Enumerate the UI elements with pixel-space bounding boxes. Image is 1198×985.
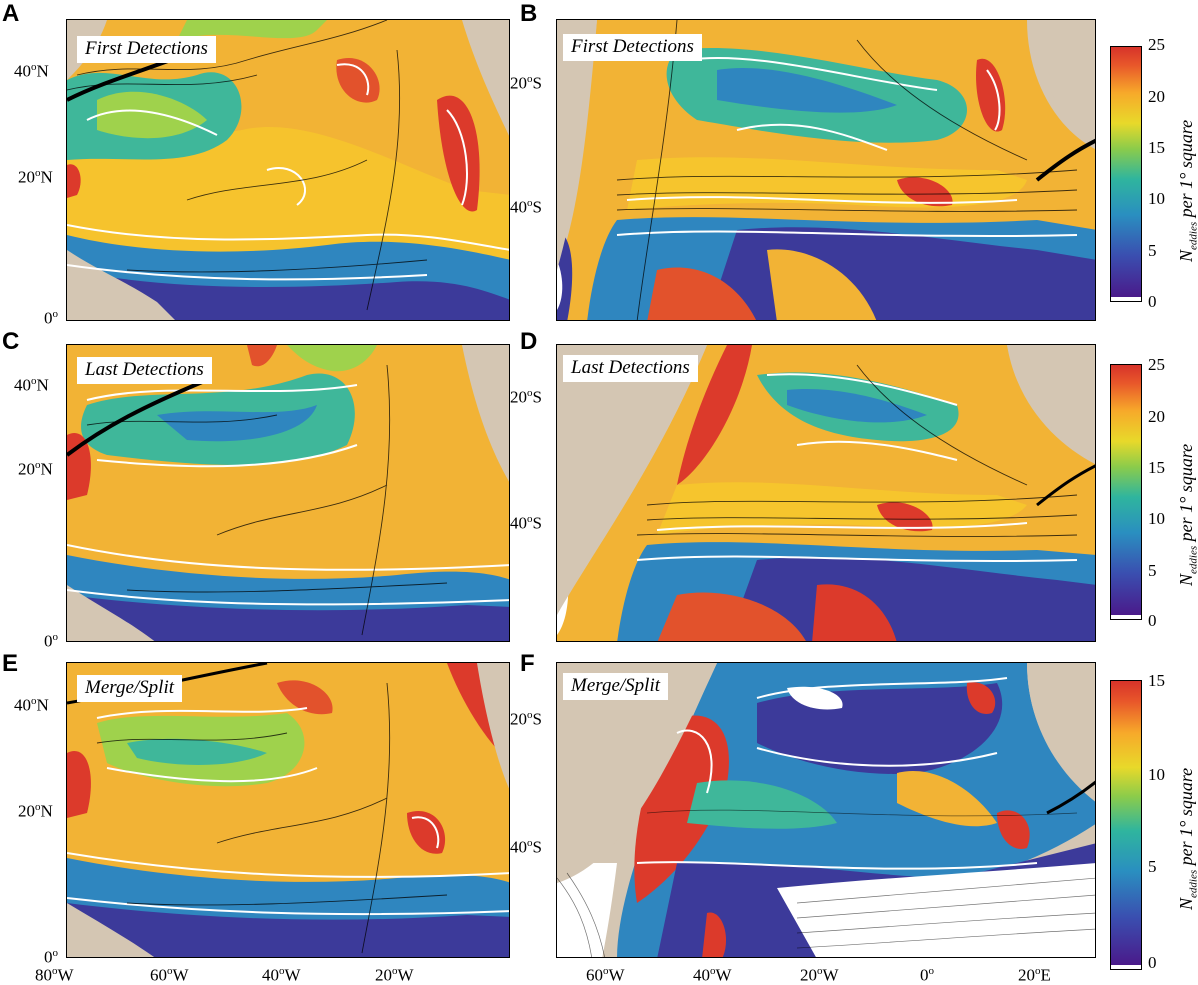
map-panel-e: Merge/Split: [66, 662, 510, 958]
colorbar-3-tick-0: 0: [1148, 953, 1157, 972]
lat-tick-20s-f: 20oS: [510, 709, 542, 729]
panel-letter-e: E: [2, 650, 19, 677]
colorbar-3-tick-10: 10: [1148, 765, 1165, 784]
lat-tick-40s-d: 40oS: [510, 513, 542, 533]
lat-tick-20s-b: 20oS: [510, 73, 542, 93]
map-panel-a: First Detections: [66, 19, 510, 321]
colorbar-1-title: Neddies per 1° square: [1176, 119, 1198, 262]
colorbar-1-tick-25: 25: [1148, 35, 1165, 54]
map-c-label: Last Detections: [77, 357, 212, 384]
map-d-field: [557, 345, 1095, 641]
lat-tick-0-e: 0o: [44, 947, 58, 967]
lon-tick-40w: 40oW: [262, 965, 301, 985]
lon-tick-40w-s: 40oW: [693, 965, 732, 985]
panel-letter-c: C: [2, 328, 20, 355]
lat-tick-0-c: 0o: [44, 631, 58, 651]
map-e-field: [67, 663, 509, 957]
colorbar-2-tick-25: 25: [1148, 355, 1165, 374]
lat-tick-40n-a: 40oN: [14, 61, 49, 81]
colorbar-2-tick-5: 5: [1148, 561, 1157, 580]
lat-tick-20n-a: 20oN: [18, 167, 53, 187]
lat-tick-20n-c: 20oN: [18, 459, 53, 479]
panel-letter-b: B: [520, 0, 538, 27]
colorbar-1: [1110, 46, 1142, 302]
map-f-field: [557, 663, 1095, 957]
map-panel-c: Last Detections: [66, 344, 510, 642]
map-a-field: [67, 20, 509, 320]
map-f-label: Merge/Split: [563, 673, 668, 700]
colorbar-2-tick-0: 0: [1148, 611, 1157, 630]
lon-tick-20w-s: 20oW: [800, 965, 839, 985]
lon-tick-0-s: 0o: [920, 965, 934, 985]
colorbar-2-title: Neddies per 1° square: [1176, 443, 1198, 586]
map-c-field: [67, 345, 509, 641]
map-panel-f: Merge/Split: [556, 662, 1096, 958]
map-d-label: Last Detections: [563, 355, 698, 382]
lat-tick-20s-d: 20oS: [510, 387, 542, 407]
colorbar-3-tick-5: 5: [1148, 857, 1157, 876]
colorbar-3: [1110, 680, 1142, 970]
colorbar-1-tick-10: 10: [1148, 189, 1165, 208]
colorbar-2-tick-20: 20: [1148, 407, 1165, 426]
lon-tick-60w-s: 60oW: [586, 965, 625, 985]
lat-tick-20n-e: 20oN: [18, 801, 53, 821]
panel-letter-f: F: [520, 650, 535, 677]
map-a-label: First Detections: [77, 36, 216, 63]
map-e-label: Merge/Split: [77, 675, 182, 702]
lon-tick-60w: 60oW: [150, 965, 189, 985]
lat-tick-40s-f: 40oS: [510, 837, 542, 857]
panel-letter-a: A: [2, 0, 20, 27]
colorbar-2-tick-15: 15: [1148, 458, 1165, 477]
colorbar-3-tick-15: 15: [1148, 671, 1165, 690]
lat-tick-0-a: 0o: [44, 308, 58, 328]
colorbar-1-tick-5: 5: [1148, 241, 1157, 260]
panel-letter-d: D: [520, 328, 538, 355]
colorbar-3-title: Neddies per 1° square: [1176, 767, 1198, 910]
lat-tick-40s-b: 40oS: [510, 197, 542, 217]
colorbar-2: [1110, 364, 1142, 620]
map-b-field: [557, 20, 1095, 320]
lat-tick-40n-e: 40oN: [14, 695, 49, 715]
lon-tick-80w: 80oW: [35, 965, 74, 985]
colorbar-2-tick-10: 10: [1148, 509, 1165, 528]
map-panel-d: Last Detections: [556, 344, 1096, 642]
map-b-label: First Detections: [563, 34, 702, 61]
colorbar-1-tick-0: 0: [1148, 292, 1157, 311]
colorbar-1-tick-20: 20: [1148, 87, 1165, 106]
lon-tick-20e-s: 20oE: [1018, 965, 1051, 985]
lat-tick-40n-c: 40oN: [14, 375, 49, 395]
colorbar-1-tick-15: 15: [1148, 138, 1165, 157]
lon-tick-20w: 20oW: [375, 965, 414, 985]
map-panel-b: First Detections: [556, 19, 1096, 321]
